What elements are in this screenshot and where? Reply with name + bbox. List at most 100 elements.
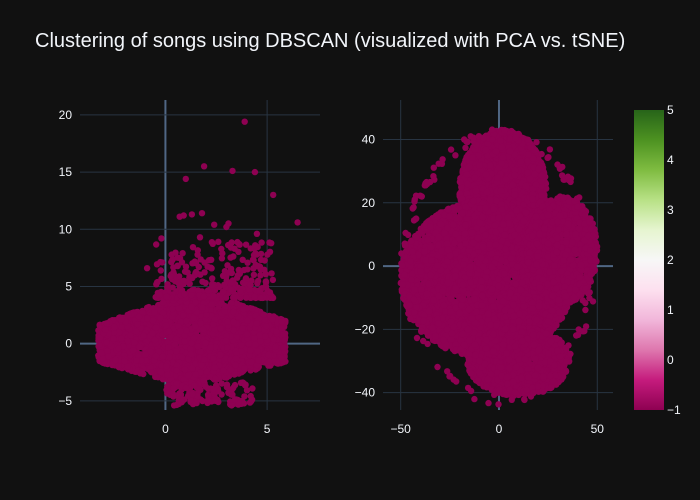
y-tick-label: −5 — [58, 394, 72, 408]
data-point — [194, 392, 201, 400]
data-point — [209, 275, 216, 282]
data-point — [249, 305, 256, 312]
data-point — [129, 347, 137, 354]
data-point — [205, 257, 213, 264]
data-point — [115, 329, 123, 336]
data-point — [217, 325, 224, 332]
data-point — [239, 325, 246, 332]
data-point — [211, 364, 219, 371]
data-point — [183, 317, 190, 325]
data-point — [270, 191, 277, 199]
data-point — [210, 292, 217, 300]
data-point — [175, 323, 182, 330]
data-point — [228, 279, 235, 286]
data-point — [208, 239, 216, 246]
data-point — [230, 294, 237, 301]
data-point — [204, 396, 212, 404]
data-point — [159, 299, 167, 306]
data-point — [158, 235, 165, 242]
data-point — [152, 373, 159, 381]
data-point — [254, 348, 261, 355]
data-point — [192, 371, 199, 378]
data-point — [207, 264, 214, 271]
data-point — [183, 327, 190, 334]
data-point — [190, 334, 198, 342]
data-point — [180, 312, 187, 319]
data-point — [170, 264, 177, 271]
data-point — [175, 305, 183, 312]
data-point — [227, 366, 235, 374]
data-point — [266, 289, 274, 296]
data-point — [171, 341, 179, 348]
data-point — [182, 384, 190, 391]
data-point — [231, 371, 238, 378]
data-point — [189, 274, 196, 282]
data-point — [127, 332, 134, 340]
data-point — [102, 326, 109, 333]
data-point — [196, 234, 204, 241]
data-point — [203, 311, 210, 319]
data-point — [190, 314, 197, 322]
data-point — [105, 353, 112, 360]
data-point — [269, 316, 276, 323]
data-point — [115, 345, 123, 352]
data-point — [255, 357, 262, 364]
data-point — [172, 249, 179, 256]
data-point — [212, 375, 219, 382]
data-point — [230, 318, 237, 326]
data-point — [140, 332, 147, 339]
data-point — [245, 340, 253, 347]
data-point — [151, 309, 158, 316]
data-point — [256, 287, 263, 294]
data-point — [188, 339, 195, 347]
data-point — [153, 241, 160, 248]
data-point — [173, 367, 180, 374]
data-point — [188, 211, 196, 218]
data-point — [133, 357, 140, 364]
data-point — [262, 278, 270, 286]
data-point — [253, 230, 261, 237]
data-point — [162, 322, 170, 329]
data-point — [294, 219, 301, 226]
data-point — [96, 341, 103, 348]
data-point — [231, 396, 239, 403]
data-point — [253, 361, 261, 369]
data-point — [210, 321, 217, 328]
data-point — [262, 333, 269, 340]
data-point — [110, 329, 118, 336]
data-point — [187, 345, 194, 353]
data-point — [258, 239, 265, 246]
data-point — [278, 325, 285, 332]
data-point — [272, 343, 279, 351]
data-point — [241, 118, 248, 125]
data-point — [118, 335, 125, 342]
data-point — [280, 344, 287, 351]
data-point — [256, 332, 263, 340]
data-point — [164, 390, 171, 397]
data-point — [198, 362, 205, 369]
point-cloud — [397, 126, 601, 408]
data-point — [200, 163, 208, 170]
data-point — [138, 368, 145, 375]
data-point — [230, 308, 237, 316]
data-point — [125, 311, 132, 319]
data-point — [194, 343, 201, 350]
data-point — [257, 294, 265, 302]
data-point — [152, 352, 160, 360]
data-point — [131, 339, 138, 346]
data-point — [178, 399, 185, 406]
data-point — [215, 238, 222, 245]
data-point — [242, 241, 250, 248]
data-point — [170, 385, 177, 392]
data-point — [185, 356, 192, 363]
data-point — [124, 363, 131, 370]
data-point — [273, 328, 280, 335]
data-point — [266, 239, 273, 246]
data-point — [176, 273, 183, 280]
data-point — [218, 255, 226, 262]
data-point — [212, 397, 219, 404]
data-point — [265, 351, 272, 359]
data-point — [223, 381, 231, 388]
